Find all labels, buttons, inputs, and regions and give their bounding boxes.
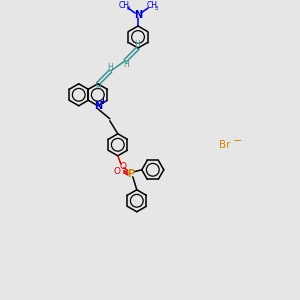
Text: N: N [134,10,142,20]
Text: H: H [123,60,129,69]
Text: Br: Br [219,140,231,150]
Text: O: O [119,162,126,171]
Text: CH: CH [146,2,158,10]
Text: H: H [135,40,140,49]
Text: P: P [127,169,134,179]
Text: O: O [113,167,120,176]
Text: CH: CH [118,2,130,10]
Text: 3: 3 [154,7,158,11]
Text: H: H [107,63,113,72]
Text: +: + [99,97,106,106]
Text: 3: 3 [126,7,130,11]
Text: −: − [233,136,243,146]
Text: N: N [94,101,102,111]
Text: H: H [95,83,101,92]
